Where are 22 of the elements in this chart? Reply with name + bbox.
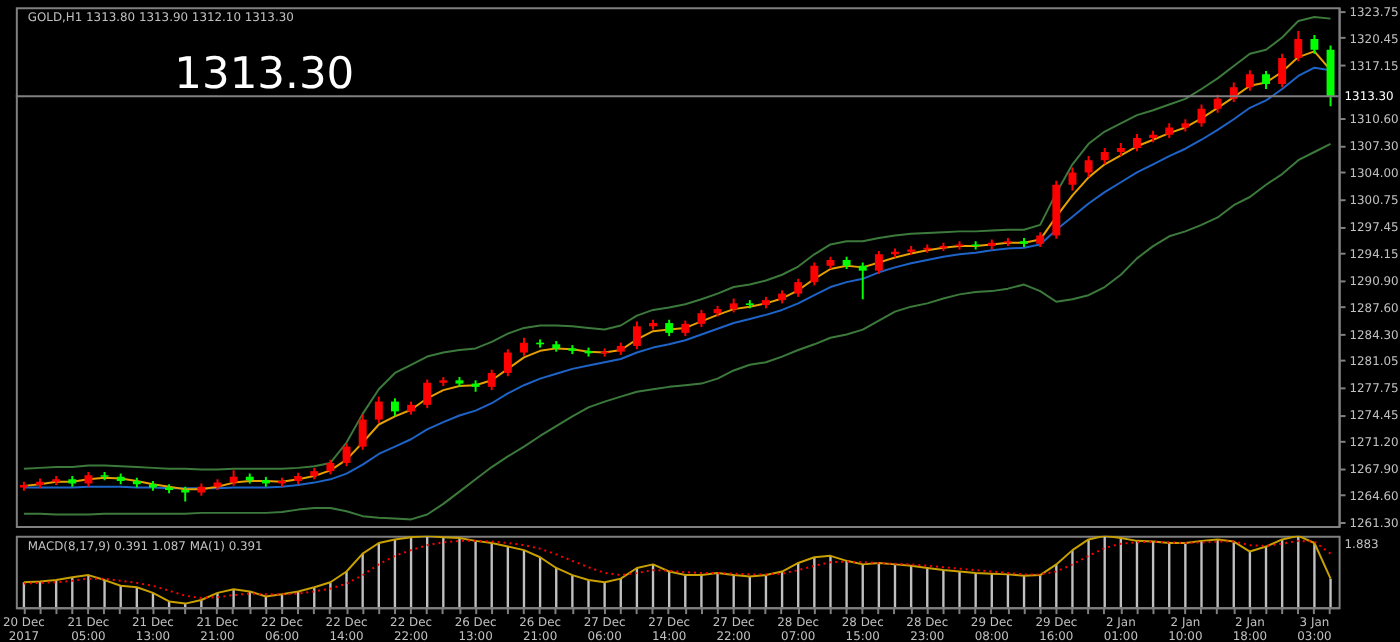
candlestick	[1310, 33, 1319, 55]
candlestick	[374, 395, 383, 424]
candlestick	[810, 261, 819, 287]
candlestick	[1068, 166, 1077, 192]
candlestick	[390, 397, 399, 418]
candlestick	[358, 413, 367, 451]
candlestick	[858, 261, 867, 301]
candlestick	[1084, 155, 1093, 179]
candlestick	[503, 348, 512, 378]
candlestick	[487, 368, 496, 392]
candlestick	[1326, 44, 1335, 108]
candlestick	[632, 320, 641, 351]
candlestick	[1262, 70, 1270, 90]
candlestick	[1278, 52, 1287, 89]
line-series	[22, 142, 1332, 521]
candlestick	[1294, 29, 1303, 63]
candlestick	[1245, 69, 1254, 92]
candlestick	[874, 250, 883, 275]
candlestick	[423, 378, 432, 410]
candlestick	[794, 277, 803, 298]
annotation: 1313.30	[174, 50, 355, 101]
candlestick	[520, 336, 528, 357]
